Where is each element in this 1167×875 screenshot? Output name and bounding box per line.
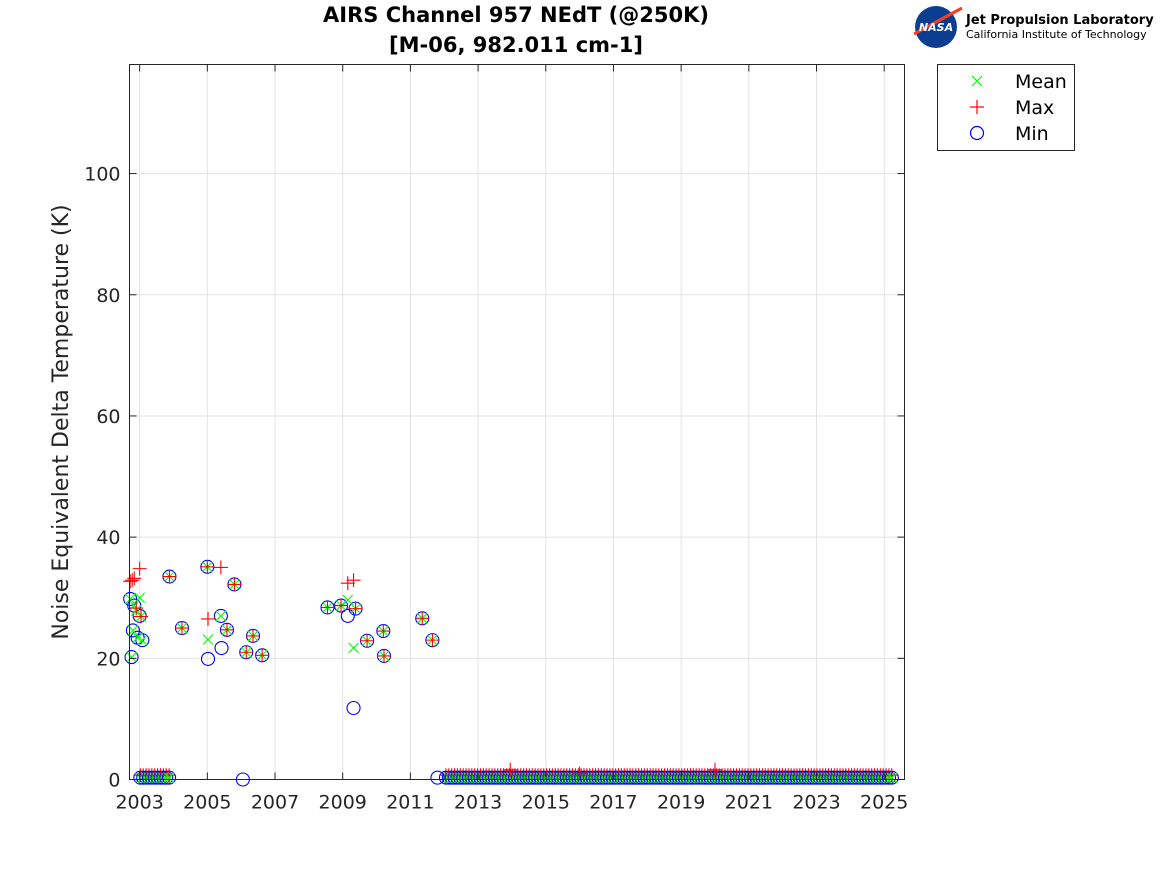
max-point (425, 633, 440, 648)
min-point (346, 700, 361, 716)
max-point (340, 576, 355, 591)
min-point (124, 650, 139, 665)
legend-box (937, 64, 1075, 151)
x-tick-label: 2015 (522, 792, 570, 814)
max-point (348, 601, 363, 616)
y-tick-label: 60 (96, 406, 120, 428)
chart-title: AIRS Channel 957 NEdT (@250K) (323, 3, 709, 27)
axis-ticks: 2003 2005 2007 2009 2011 2013 2015 2017 2019 2021… (84, 64, 908, 814)
min-point (213, 608, 228, 623)
x-tick-label: 2007 (251, 792, 299, 814)
max-point (320, 600, 335, 615)
x-tick-label: 2003 (115, 792, 163, 814)
mean-point-dense (163, 772, 175, 784)
max-point (162, 569, 177, 584)
max-point (132, 561, 147, 576)
max-point (239, 645, 254, 660)
max-point (201, 611, 216, 626)
y-tick-label: 40 (96, 527, 120, 549)
nasa-badge-text: NASA (919, 21, 953, 34)
nasa-swoosh-icon (913, 6, 963, 36)
plot-area (129, 64, 905, 780)
legend-marker-min (969, 125, 985, 141)
max-point (376, 648, 391, 663)
mean-point (124, 593, 136, 605)
max-point (246, 628, 261, 643)
max-point (125, 573, 140, 588)
mean-point (215, 610, 227, 622)
legend-label-mean: Mean (1015, 71, 1067, 93)
x-tick-label: 2005 (183, 792, 231, 814)
mean-point (126, 651, 137, 663)
x-tick-label: 2023 (792, 792, 840, 814)
legend-marker-mean (971, 75, 983, 87)
y-tick-label: 0 (108, 770, 120, 792)
max-point (503, 762, 518, 777)
mean-point (202, 634, 214, 645)
y-tick-label: 20 (96, 648, 120, 670)
min-point (214, 640, 229, 656)
x-tick-label: 2021 (725, 792, 773, 814)
x-tick-label: 2013 (454, 792, 502, 814)
min-point (340, 608, 355, 623)
plot-frame (129, 64, 905, 780)
jpl-logo: NASA Jet Propulsion Laboratory Californi… (913, 6, 1154, 48)
max-point (255, 648, 270, 663)
max-point (346, 573, 361, 588)
y-tick-label: 100 (84, 164, 120, 186)
legend-label-min: Min (1015, 123, 1049, 145)
min-point (430, 770, 445, 785)
max-point (376, 624, 391, 639)
max-point (572, 766, 587, 781)
max-point (213, 560, 228, 575)
y-tick-label: 80 (96, 285, 120, 307)
min-point (200, 651, 216, 666)
chart-subtitle: [M-06, 982.011 cm-1] (389, 33, 643, 57)
min-point (123, 591, 138, 606)
max-point (174, 621, 189, 636)
max-point (360, 633, 375, 648)
min-point (125, 623, 140, 638)
max-point (219, 622, 234, 637)
legend: Mean Max Min (937, 64, 1075, 151)
mean-point-dense (886, 772, 898, 784)
x-tick-label: 2017 (589, 792, 637, 814)
x-tick-label: 2025 (860, 792, 908, 814)
mean-point (348, 642, 359, 654)
max-point (129, 601, 144, 616)
max-point (334, 598, 349, 613)
max-point (134, 609, 149, 624)
legend-marker-max (970, 100, 984, 114)
jpl-title: Jet Propulsion Laboratory (965, 13, 1154, 28)
y-axis-label: Noise Equivalent Delta Temperature (K) (49, 204, 74, 639)
x-tick-label: 2019 (657, 792, 705, 814)
jpl-subtitle: California Institute of Technology (966, 28, 1147, 41)
max-point (123, 574, 138, 589)
x-tick-label: 2009 (319, 792, 367, 814)
max-point (415, 611, 430, 626)
max-point (227, 577, 242, 592)
min-point (132, 608, 147, 623)
x-tick-label: 2011 (386, 792, 434, 814)
legend-label-max: Max (1015, 97, 1054, 119)
max-point (707, 762, 722, 777)
mean-point (136, 634, 148, 646)
max-point (200, 559, 215, 574)
